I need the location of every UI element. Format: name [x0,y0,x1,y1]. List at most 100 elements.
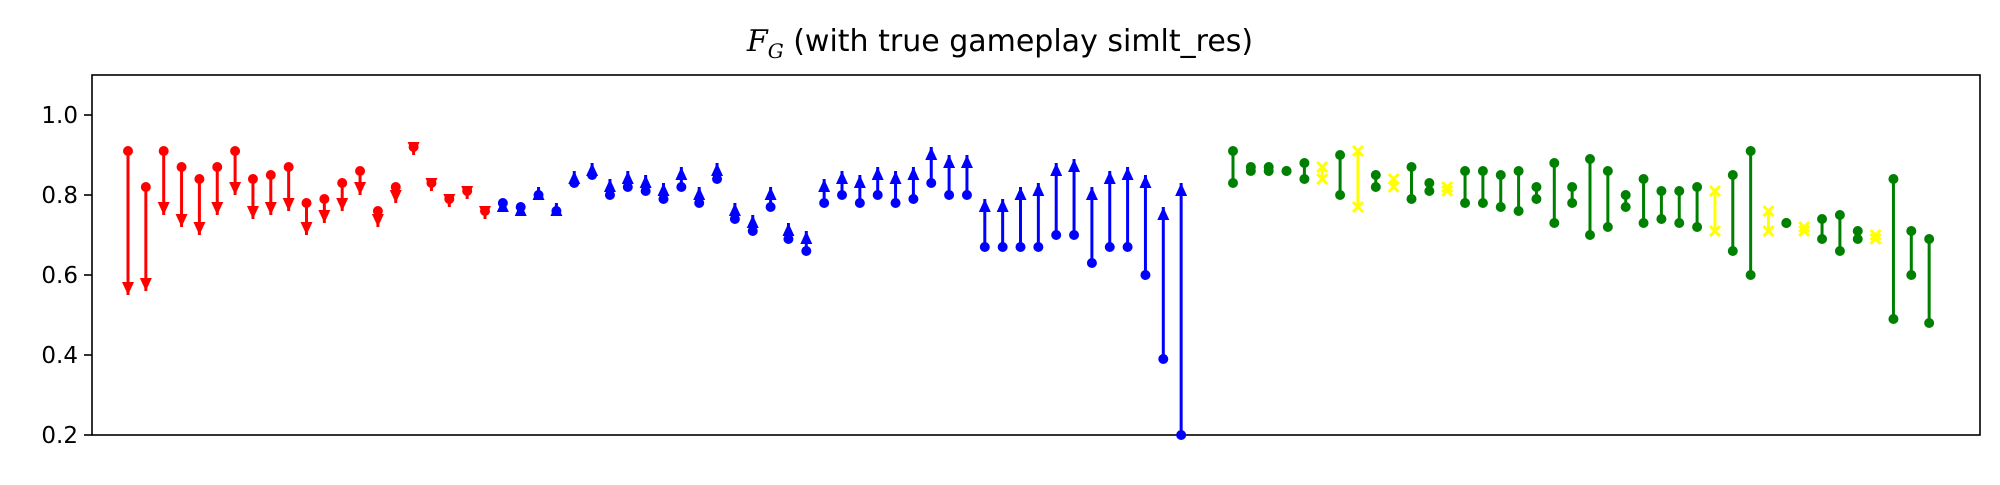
y-tick-label-3: 0.8 [41,183,78,209]
arrow-head-13 [354,182,367,195]
start-point-35 [747,226,758,236]
top-point-66 [1335,150,1346,160]
arrow-head-58 [1157,207,1170,220]
arrow-head-34 [728,203,741,216]
start-point-13 [355,166,366,176]
x-marker-65-1 [1316,172,1329,186]
top-point-99 [1924,234,1935,244]
start-point-27 [604,190,615,200]
arrow-head-48 [978,199,991,212]
start-point-10 [301,198,312,208]
arrow-head-56 [1121,167,1134,180]
bottom-point-83 [1638,218,1649,228]
start-point-40 [837,190,847,200]
bottom-point-78 [1549,218,1560,228]
start-point-47 [961,190,972,200]
x-marker-96-0 [1869,228,1882,242]
bottom-point-74 [1477,198,1488,208]
start-point-53 [1069,230,1080,240]
arrow-head-24 [550,203,563,216]
arrow-head-1 [139,278,152,291]
arrow-head-17 [425,178,438,191]
arrow-head-2 [157,202,170,215]
start-point-49 [997,242,1008,252]
bottom-point-62 [1263,166,1274,176]
bottom-point-82 [1620,202,1631,212]
start-point-6 [230,146,241,156]
bottom-point-75 [1495,202,1506,212]
start-point-56 [1122,242,1133,252]
start-point-59 [1176,430,1187,440]
top-point-64 [1299,158,1310,168]
bottom-point-77 [1531,194,1542,204]
top-point-89 [1745,146,1756,156]
bottom-point-94 [1834,246,1845,256]
bottom-point-88 [1727,246,1738,256]
plot-frame [91,74,1981,436]
start-point-50 [1015,242,1026,252]
start-point-0 [123,146,133,156]
title-text: (with true gameplay simlt_res) [783,24,1254,59]
bottom-point-93 [1817,234,1828,244]
start-point-34 [729,214,740,224]
start-point-55 [1104,242,1115,252]
arrow-head-35 [746,215,759,228]
arrow-head-4 [193,222,206,235]
arrow-head-43 [889,171,902,184]
arrow-head-59 [1175,183,1188,196]
x-marker-92-0 [1798,220,1811,234]
top-point-78 [1549,158,1560,168]
bottom-point-71 [1424,186,1435,196]
arrow-head-5 [211,202,224,215]
x-marker-67-0 [1351,144,1365,158]
bottom-point-98 [1906,270,1917,280]
start-point-30 [658,194,669,204]
x-marker-72-0 [1441,180,1454,194]
chart-title: FG (with true gameplay simlt_res) [0,24,2000,63]
arrow-head-23 [532,187,545,200]
top-point-94 [1834,210,1845,220]
start-point-12 [337,178,348,188]
top-point-77 [1531,182,1542,192]
arrow-head-45 [925,147,938,160]
arrow-head-32 [693,187,706,200]
top-point-76 [1513,166,1524,176]
start-point-7 [247,174,258,184]
arrow-head-22 [514,203,527,216]
arrow-head-14 [371,214,384,227]
arrow-head-47 [960,155,973,168]
bottom-point-91 [1781,218,1792,228]
start-point-36 [765,202,776,212]
bottom-point-80 [1585,230,1595,240]
arrow-head-37 [782,223,795,236]
arrow-head-28 [621,171,634,184]
x-marker-69-1 [1387,180,1400,194]
x-marker-67-1 [1351,200,1365,214]
arrow-head-55 [1103,171,1116,184]
start-point-8 [265,170,276,180]
bottom-point-97 [1888,314,1899,324]
arrow-head-27 [603,179,616,192]
start-point-58 [1158,354,1169,364]
top-point-97 [1888,174,1899,184]
bottom-point-99 [1924,318,1935,328]
start-point-5 [212,162,223,172]
start-point-46 [944,190,955,200]
top-point-81 [1602,166,1613,176]
start-point-14 [372,206,383,216]
x-marker-96-1 [1869,232,1882,246]
arrow-head-49 [996,199,1009,212]
arrow-head-20 [479,206,491,219]
arrow-head-3 [175,214,188,227]
x-marker-90-1 [1762,224,1775,238]
arrow-head-8 [264,202,277,215]
x-marker-92-1 [1798,224,1811,238]
x-marker-65-0 [1316,160,1329,174]
start-point-32 [694,198,705,208]
arrow-head-36 [764,187,777,200]
arrow-head-6 [229,182,242,195]
start-point-51 [1033,242,1044,252]
start-point-45 [926,178,937,188]
top-point-98 [1906,226,1917,236]
bottom-point-95 [1852,234,1863,244]
